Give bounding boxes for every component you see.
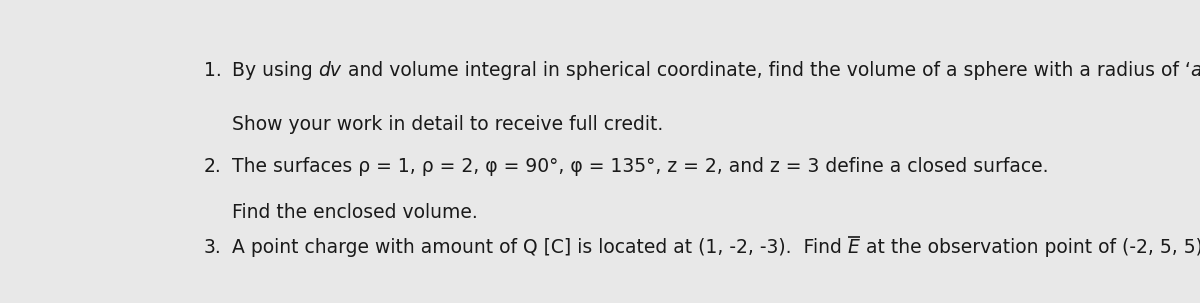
Text: Find the enclosed volume.: Find the enclosed volume.: [232, 203, 478, 222]
Text: Show your work in detail to receive full credit.: Show your work in detail to receive full…: [232, 115, 664, 134]
Text: 2.: 2.: [204, 157, 222, 176]
Text: at the observation point of (-2, 5, 5).: at the observation point of (-2, 5, 5).: [859, 238, 1200, 257]
Text: A point charge with amount of Q [C] is located at (1, -2, -3).  Find: A point charge with amount of Q [C] is l…: [232, 238, 847, 257]
Text: dv: dv: [318, 61, 342, 80]
Text: 3.: 3.: [204, 238, 222, 257]
Text: By using: By using: [232, 61, 318, 80]
Text: a: a: [1190, 61, 1200, 80]
Text: 1.: 1.: [204, 61, 222, 80]
Text: E: E: [847, 238, 859, 257]
Text: The surfaces ρ = 1, ρ = 2, φ = 90°, φ = 135°, z = 2, and z = 3 define a closed s: The surfaces ρ = 1, ρ = 2, φ = 90°, φ = …: [232, 157, 1049, 176]
Text: and volume integral in spherical coordinate, find the volume of a sphere with a : and volume integral in spherical coordin…: [342, 61, 1190, 80]
